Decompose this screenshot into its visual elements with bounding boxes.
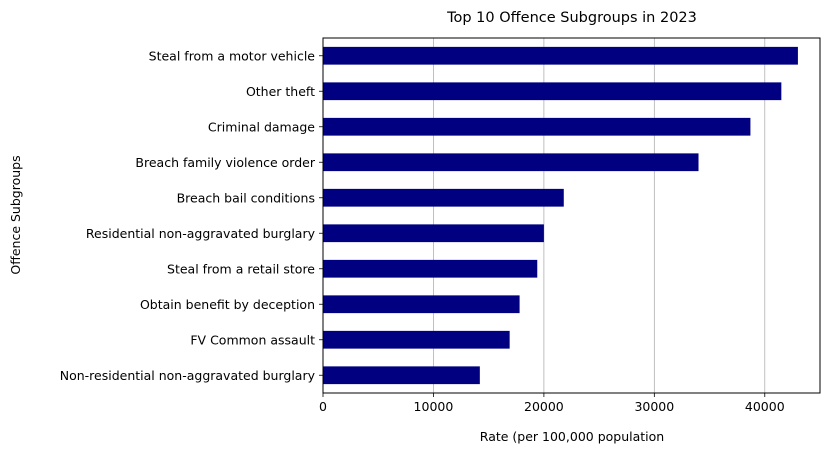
bar: [323, 153, 699, 172]
plot-frame: [322, 37, 821, 394]
y-axis-label: Offence Subgroups: [8, 155, 23, 274]
y-tick-label: Steal from a motor vehicle: [149, 48, 316, 63]
x-tick-label: 10000: [414, 399, 454, 414]
x-tick-label: 30000: [634, 399, 674, 414]
y-tick-labels: Steal from a motor vehicle Other theft Cri…: [60, 48, 323, 383]
y-tick-label: FV Common assault: [190, 332, 315, 347]
bar: [323, 117, 751, 136]
bars: [323, 46, 798, 385]
y-tick-label: Non-residential non-aggravated burglary: [60, 368, 316, 383]
y-tick-label: Steal from a retail store: [167, 261, 315, 276]
bar: [323, 330, 510, 349]
bar: [323, 46, 798, 65]
bar: [323, 295, 520, 314]
y-tick-label: Breach family violence order: [135, 155, 315, 170]
x-tick-labels: 0 10000 20000 30000 40000: [319, 393, 785, 414]
bar: [323, 224, 544, 243]
x-tick-label: 40000: [745, 399, 785, 414]
x-tick-label: 20000: [524, 399, 564, 414]
x-axis-label: Rate (per 100,000 population: [480, 429, 664, 444]
x-tick-label: 0: [319, 399, 327, 414]
y-tick-label: Criminal damage: [208, 119, 315, 134]
bar: [323, 82, 782, 101]
bar: [323, 259, 538, 278]
y-tick-label: Residential non-aggravated burglary: [86, 226, 316, 241]
y-tick-label: Breach bail conditions: [177, 190, 315, 205]
y-tick-label: Obtain benefit by deception: [140, 297, 315, 312]
bar: [323, 188, 564, 207]
chart-title: Top 10 Offence Subgroups in 2023: [446, 10, 697, 26]
bar: [323, 366, 480, 385]
y-tick-label: Other theft: [246, 84, 315, 99]
